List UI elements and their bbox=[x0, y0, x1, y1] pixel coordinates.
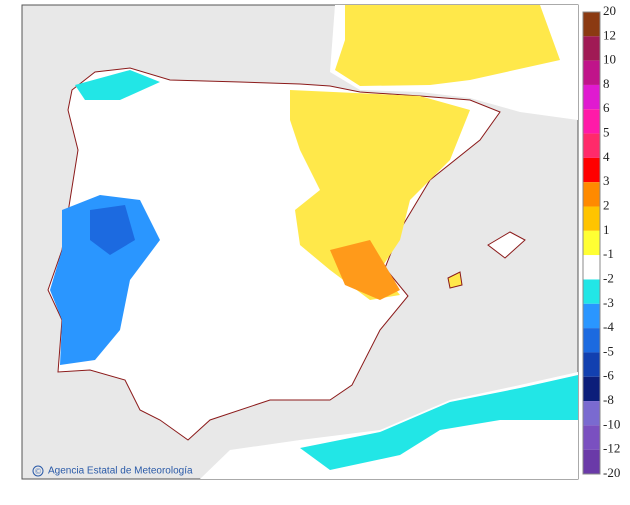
legend-label: -8 bbox=[603, 392, 614, 407]
ibiza bbox=[447, 271, 463, 289]
legend-swatch bbox=[583, 376, 600, 402]
legend-label: -10 bbox=[603, 416, 620, 431]
legend-swatch bbox=[583, 182, 600, 207]
legend-swatch bbox=[583, 36, 600, 61]
legend-swatch bbox=[583, 352, 600, 377]
legend-label: 4 bbox=[603, 149, 610, 164]
legend-swatch bbox=[583, 12, 600, 37]
legend-label: 1 bbox=[603, 222, 610, 237]
legend-label: -4 bbox=[603, 319, 614, 334]
legend-label: 2 bbox=[603, 198, 610, 213]
legend-swatch bbox=[583, 133, 600, 158]
legend-swatch bbox=[583, 109, 600, 134]
legend-label: -6 bbox=[603, 368, 614, 383]
legend-label: 10 bbox=[603, 52, 616, 67]
legend-swatch bbox=[583, 279, 600, 304]
legend-swatch bbox=[583, 449, 600, 474]
legend-label: 6 bbox=[603, 100, 610, 115]
legend-label: 3 bbox=[603, 173, 610, 188]
legend-swatch bbox=[583, 206, 600, 231]
legend-label: 20 bbox=[603, 3, 616, 18]
legend-swatch bbox=[583, 328, 600, 353]
legend-label: 12 bbox=[603, 27, 616, 42]
map: © Agencia Estatal de Meteorología bbox=[21, 4, 579, 480]
legend-label: -1 bbox=[603, 246, 614, 261]
legend-swatch bbox=[583, 303, 600, 329]
credit: Agencia Estatal de Meteorología bbox=[48, 466, 193, 477]
legend-swatch bbox=[583, 230, 600, 256]
legend-swatch bbox=[583, 255, 600, 280]
legend-swatch bbox=[583, 84, 600, 110]
hot-anomaly bbox=[330, 240, 400, 300]
mallorca bbox=[487, 231, 526, 259]
legend-swatch bbox=[583, 401, 600, 426]
legend-label: 5 bbox=[603, 125, 610, 140]
credit-symbol: © bbox=[35, 467, 41, 476]
legend-swatch bbox=[583, 425, 600, 450]
legend-label: -2 bbox=[603, 270, 614, 285]
cold-core bbox=[90, 205, 135, 255]
france-anomaly bbox=[335, 5, 560, 86]
legend-label: -12 bbox=[603, 441, 620, 456]
legend-frame bbox=[582, 11, 601, 475]
legend-label: 8 bbox=[603, 76, 610, 91]
legend-swatch bbox=[583, 60, 600, 85]
legend-label: -3 bbox=[603, 295, 614, 310]
legend-label: -5 bbox=[603, 343, 614, 358]
legend-swatch bbox=[583, 157, 600, 183]
legend: 20 12 10 8 6 5 4 3 2 1 -1 -2 -3 -4 -5 -6 -8 -10 -12 -20 bbox=[582, 3, 620, 480]
north-cool bbox=[75, 70, 160, 100]
warm-anomaly bbox=[290, 90, 470, 300]
legend-label: -20 bbox=[603, 465, 620, 480]
africa-cool bbox=[300, 375, 578, 470]
credit-icon bbox=[32, 465, 44, 477]
